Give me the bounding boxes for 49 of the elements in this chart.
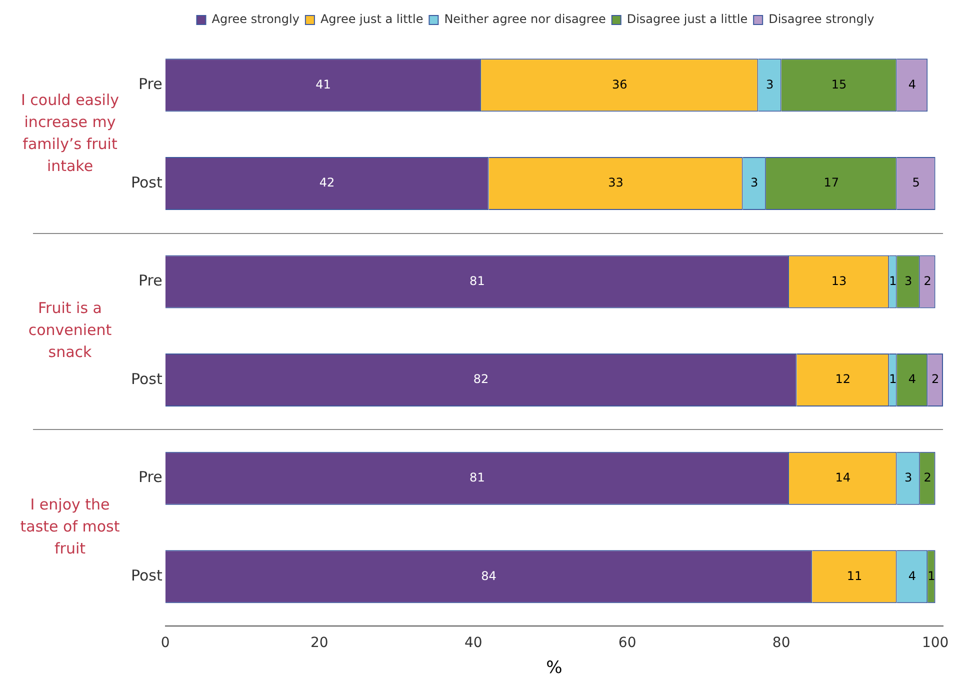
x-tick-label: 100 [922, 634, 949, 651]
x-tick-label: 60 [618, 634, 636, 651]
x-tick-label: 20 [310, 634, 328, 651]
x-tick-label: 80 [772, 634, 790, 651]
data-label: 15 [831, 77, 847, 92]
data-label: 12 [835, 372, 851, 386]
data-label: 1 [889, 372, 897, 386]
data-label: 82 [473, 372, 489, 386]
data-label: 36 [612, 77, 628, 92]
data-label: 3 [904, 274, 912, 288]
x-tick-label: 0 [160, 634, 170, 651]
y-tick-label: Pre [138, 468, 162, 486]
data-label: 11 [846, 568, 862, 583]
data-label: 3 [750, 176, 758, 190]
data-label: 14 [835, 470, 851, 484]
data-label: 2 [931, 372, 940, 386]
text: Fruit is a convenient snack [28, 298, 112, 361]
legend-label: Disagree strongly [768, 12, 874, 26]
text: I could easily increase my family’s fruit intake [20, 91, 120, 176]
y-tick-label: Post [130, 370, 162, 388]
y-tick-label: Pre [138, 272, 162, 290]
text: I enjoy the taste of most fruit [20, 495, 120, 558]
data-label: 4 [908, 372, 916, 386]
data-label: 41 [316, 77, 331, 92]
data-label: 81 [470, 470, 485, 484]
x-axis-title: % [546, 658, 562, 678]
y-tick-label: Post [130, 566, 162, 585]
data-label: 1 [889, 274, 897, 288]
data-label: 13 [831, 274, 847, 288]
data-label: 84 [481, 568, 496, 583]
data-label: 81 [470, 274, 485, 288]
legend-label: Disagree just a little [626, 12, 748, 26]
y-tick-label: Pre [138, 75, 162, 94]
data-label: 3 [904, 470, 912, 484]
legend-label: Neither agree nor disagree [444, 12, 606, 26]
data-label: 2 [924, 470, 932, 484]
legend-label: Agree strongly [212, 12, 300, 26]
y-tick-label: Post [130, 173, 162, 192]
data-label: 33 [608, 176, 624, 190]
data-label: 4 [908, 568, 916, 583]
data-label: 3 [766, 77, 774, 92]
legend-label: Agree just a little [320, 12, 424, 26]
x-tick-label: 40 [464, 634, 482, 651]
data-label: 17 [824, 176, 840, 190]
data-label: 2 [924, 274, 932, 288]
data-label: 5 [912, 176, 920, 190]
data-label: 42 [319, 176, 335, 190]
data-label: 1 [928, 568, 936, 583]
data-label: 4 [908, 77, 916, 92]
